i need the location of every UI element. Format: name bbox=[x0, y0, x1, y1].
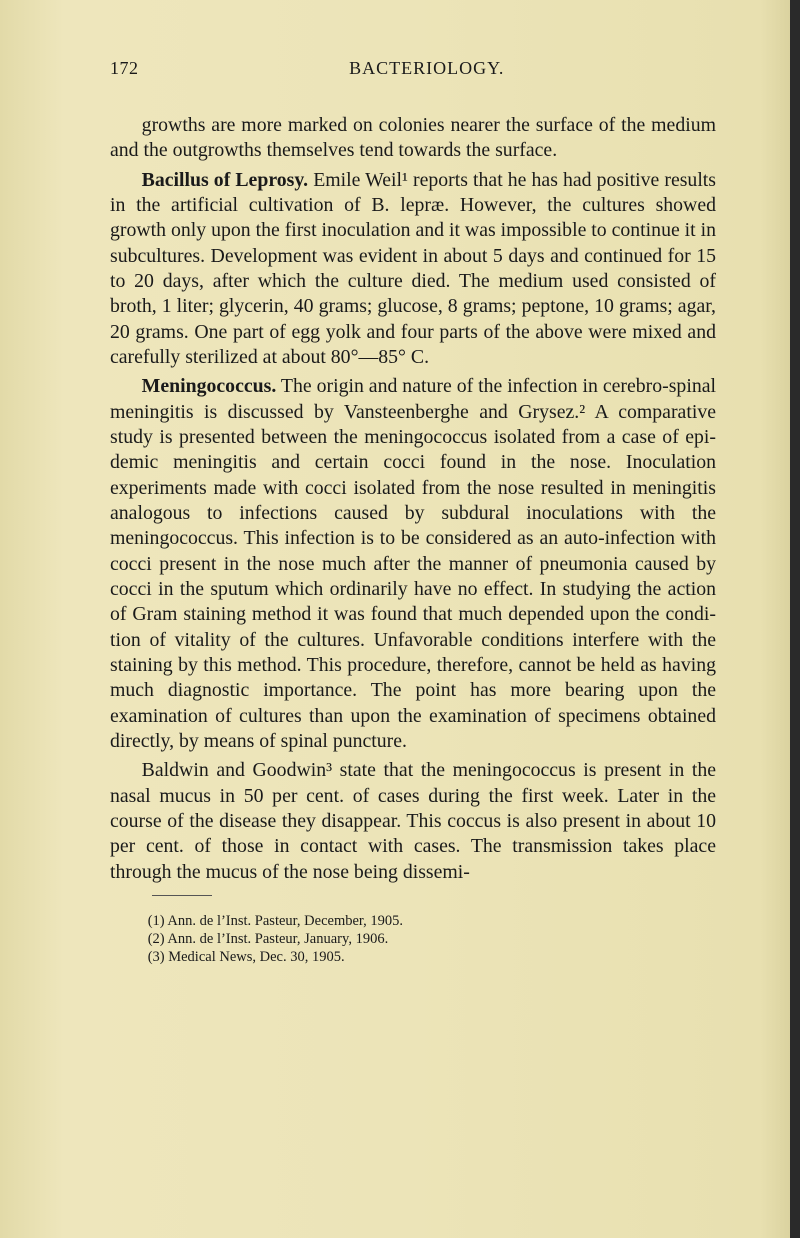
paragraph-lead: Meningococcus. bbox=[142, 375, 277, 397]
running-head: 172 BACTERIOLOGY. bbox=[110, 58, 716, 79]
footnote: (1) Ann. de l’Inst. Pasteur, December, 1… bbox=[148, 912, 716, 930]
paragraph: growths are more marked on colonies near… bbox=[110, 113, 716, 164]
paragraph-lead: Bacillus of Leprosy. bbox=[142, 169, 308, 191]
running-title: BACTERIOLOGY. bbox=[349, 58, 504, 79]
footnote-rule bbox=[152, 895, 212, 896]
running-head-spacer bbox=[715, 58, 716, 79]
page-number: 172 bbox=[110, 58, 139, 79]
paragraph: Bacillus of Leprosy. Emile Weil¹ reports… bbox=[110, 168, 716, 371]
body-text: growths are more marked on colonies near… bbox=[110, 113, 716, 885]
paragraph: Meningococcus. The origin and nature of … bbox=[110, 374, 716, 754]
scanned-page: 172 BACTERIOLOGY. growths are more marke… bbox=[0, 0, 800, 1238]
footnote: (3) Medical News, Dec. 30, 1905. bbox=[148, 948, 716, 966]
footnote: (2) Ann. de l’Inst. Pasteur, January, 19… bbox=[148, 930, 716, 948]
paragraph: Baldwin and Goodwin³ state that the meni… bbox=[110, 758, 716, 885]
paragraph-text: Emile Weil¹ reports that he has had posi… bbox=[110, 169, 716, 368]
paragraph-text: growths are more marked on colonies near… bbox=[110, 114, 716, 161]
paragraph-text: Baldwin and Goodwin³ state that the meni… bbox=[110, 759, 716, 882]
footnotes: (1) Ann. de l’Inst. Pasteur, December, 1… bbox=[110, 912, 716, 966]
paragraph-text: The origin and nature of the infection i… bbox=[110, 375, 716, 752]
